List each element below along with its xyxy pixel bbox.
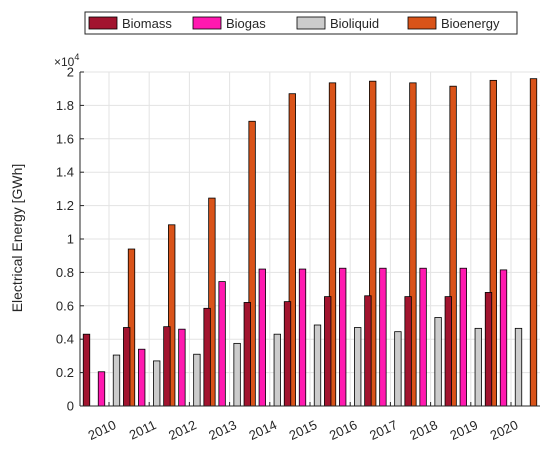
bars	[82, 78, 538, 407]
legend-label-biomass: Biomass	[122, 16, 172, 31]
bar-bioliquid-2015	[313, 324, 322, 407]
bar-bioliquid-2017	[394, 331, 402, 407]
legend-swatch-biomass	[88, 16, 118, 30]
bar-biomass-2016	[324, 296, 332, 407]
bar-biogas-2012	[178, 328, 186, 407]
bar-biogas-2011	[138, 348, 146, 407]
bar-bioliquid-2016	[354, 327, 362, 407]
bar-biomass-2017	[364, 295, 372, 407]
bar-biomass-2012	[163, 326, 171, 407]
bar-bioliquid-2013	[233, 342, 241, 407]
y-axis-exponent: ×104	[54, 52, 79, 69]
bar-bioliquid-2018	[434, 317, 442, 407]
bar-biogas-2020	[499, 269, 508, 407]
legend-label-biogas: Biogas	[226, 16, 266, 31]
legend-swatch-bioenergy	[407, 16, 437, 30]
axes	[79, 71, 540, 407]
y-axis-label: Electrical Energy [GWh]	[9, 164, 25, 313]
bar-biogas-2018	[419, 267, 427, 407]
y-tick-label: 0.4	[56, 332, 74, 347]
bar-biomass-2015	[283, 301, 292, 407]
y-tick-label: 0.2	[56, 365, 74, 380]
bar-biogas-2017	[379, 267, 387, 407]
y-tick-labels: 0 0.2 0.4 0.6 0.8 1 1.2 1.4 1.6 1.8 2	[56, 65, 74, 414]
legend: Biomass Biogas Bioliquid Bioenergy	[84, 11, 518, 35]
bar-biogas-2010	[97, 371, 106, 407]
bar-bioenergy-2020	[529, 78, 538, 407]
legend-swatch-bioliquid	[296, 16, 326, 30]
y-exponent-power: 4	[74, 52, 79, 62]
grid	[80, 71, 540, 407]
bar-biomass-2013	[203, 307, 211, 407]
bar-bioliquid-2020	[514, 327, 523, 407]
bar-biomass-2018	[404, 296, 412, 407]
y-tick-label: 1.8	[56, 98, 74, 113]
bar-biogas-2014	[258, 268, 266, 407]
bar-bioliquid-2011	[153, 360, 161, 407]
bar-bioliquid-2012	[193, 353, 201, 407]
y-tick-label: 0.6	[56, 298, 74, 313]
bar-biomass-2011	[123, 327, 131, 407]
bar-biogas-2015	[298, 268, 307, 407]
bar-biomass-2020	[484, 292, 493, 407]
bar-biogas-2019	[459, 267, 467, 407]
bar-biogas-2013	[218, 281, 226, 407]
bar-biomass-2014	[243, 302, 251, 407]
y-tick-label: 2	[67, 65, 74, 80]
y-exponent-base: ×10	[54, 55, 75, 69]
y-tick-label: 1.2	[56, 198, 74, 213]
y-tick-label: 0	[67, 399, 74, 414]
y-tick-label: 1.6	[56, 131, 74, 146]
bar-bioliquid-2014	[273, 333, 281, 407]
bar-biomass-2019	[444, 296, 452, 407]
bar-bioliquid-2019	[474, 327, 482, 407]
bar-biomass-2010	[82, 333, 91, 407]
legend-swatch-biogas	[192, 16, 222, 30]
bar-bioliquid-2010	[112, 354, 121, 407]
y-tick-label: 0.8	[56, 265, 74, 280]
y-tick-label: 1	[67, 232, 74, 247]
legend-label-bioenergy: Bioenergy	[441, 16, 500, 31]
y-tick-label: 1.4	[56, 165, 74, 180]
legend-label-bioliquid: Bioliquid	[330, 16, 379, 31]
bar-biogas-2016	[339, 267, 347, 407]
